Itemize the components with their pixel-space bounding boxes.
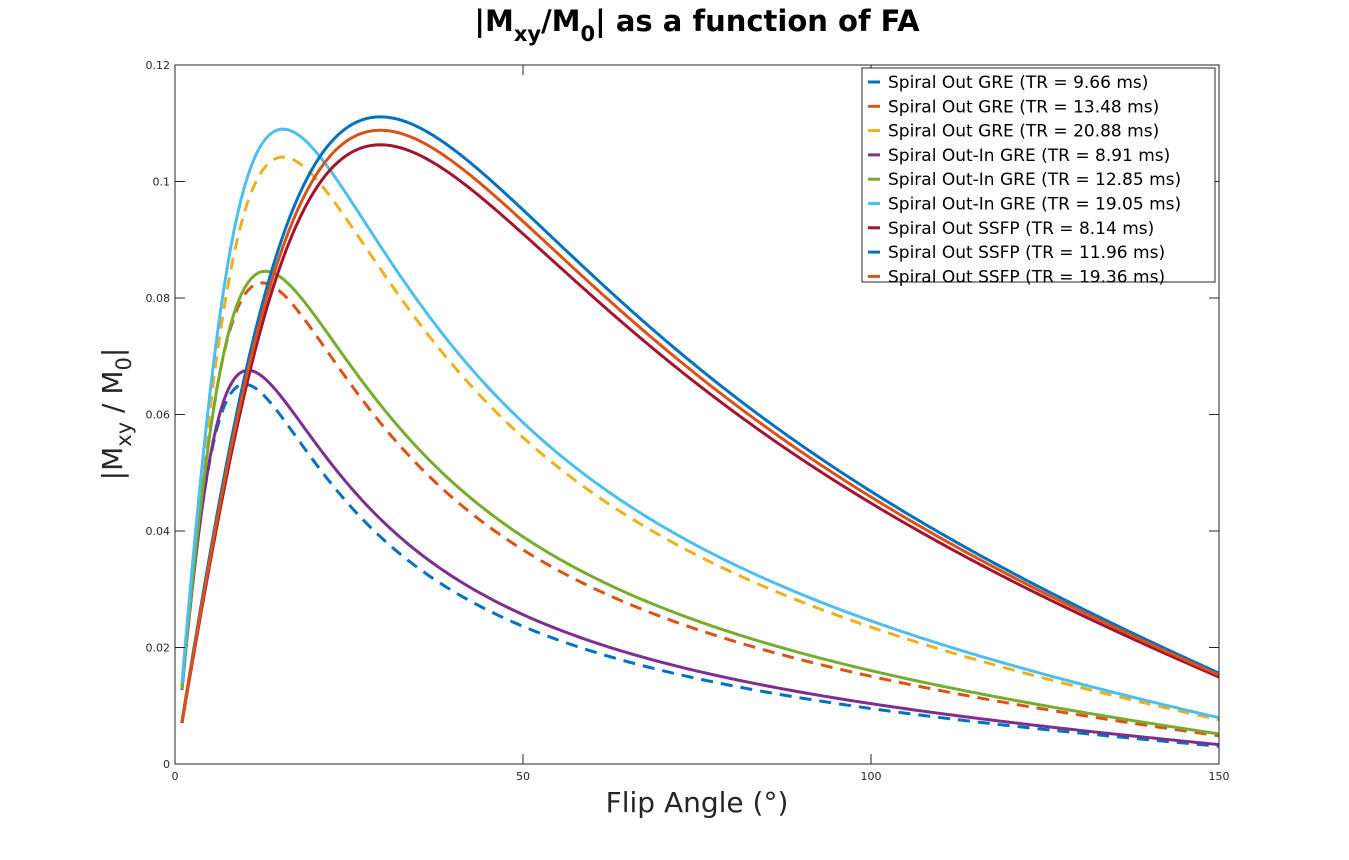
y-tick-label: 0 bbox=[163, 758, 170, 771]
y-tick-label: 0.08 bbox=[146, 292, 171, 305]
series-line-5 bbox=[180, 269, 1220, 736]
y-tick-label: 0.12 bbox=[146, 59, 171, 72]
x-tick-label: 150 bbox=[1209, 770, 1230, 783]
legend: Spiral Out GRE (TR = 9.66 ms) Spiral Out … bbox=[861, 67, 1216, 287]
x-axis-label: Flip Angle (°) bbox=[606, 786, 789, 819]
legend-label: Spiral Out-In GRE (TR = 19.05 ms) bbox=[888, 195, 1181, 215]
y-axis-label: |Mxy / M0| bbox=[96, 348, 136, 481]
y-tick-label: 0.06 bbox=[146, 409, 171, 422]
legend-label: Spiral Out GRE (TR = 9.66 ms) bbox=[888, 73, 1148, 93]
legend-label: Spiral Out SSFP (TR = 8.14 ms) bbox=[888, 219, 1154, 239]
series-line-8 bbox=[180, 115, 1220, 722]
series-line-1 bbox=[180, 382, 1220, 748]
x-tick-label: 100 bbox=[861, 770, 882, 783]
legend-label: Spiral Out SSFP (TR = 19.36 ms) bbox=[888, 267, 1165, 287]
legend-box bbox=[861, 67, 1216, 283]
y-tick-label: 0.02 bbox=[146, 642, 171, 655]
legend-label: Spiral Out-In GRE (TR = 8.91 ms) bbox=[888, 146, 1170, 166]
series-line-7 bbox=[180, 143, 1220, 724]
y-tick-label: 0.04 bbox=[146, 525, 171, 538]
series-line-3 bbox=[180, 155, 1220, 722]
legend-label: Spiral Out SSFP (TR = 11.96 ms) bbox=[888, 243, 1165, 263]
y-tick-label: 0.1 bbox=[153, 176, 171, 189]
x-tick-label: 0 bbox=[172, 770, 179, 783]
chart-title: |Mxy/M0| as a function of FA bbox=[474, 4, 920, 46]
series-line-2 bbox=[180, 281, 1220, 738]
legend-label: Spiral Out GRE (TR = 13.48 ms) bbox=[888, 97, 1159, 117]
legend-label: Spiral Out-In GRE (TR = 12.85 ms) bbox=[888, 170, 1181, 190]
ticks: 0 50 100 150 0 0.02 0.04 0.06 0.08 0.1 0.12 bbox=[146, 59, 1230, 783]
legend-label: Spiral Out GRE (TR = 20.88 ms) bbox=[888, 122, 1159, 142]
plot-lines bbox=[180, 115, 1220, 748]
series-line-4 bbox=[180, 368, 1220, 747]
series-line-9 bbox=[180, 128, 1220, 723]
x-tick-label: 50 bbox=[516, 770, 530, 783]
series-line-6 bbox=[180, 127, 1220, 720]
